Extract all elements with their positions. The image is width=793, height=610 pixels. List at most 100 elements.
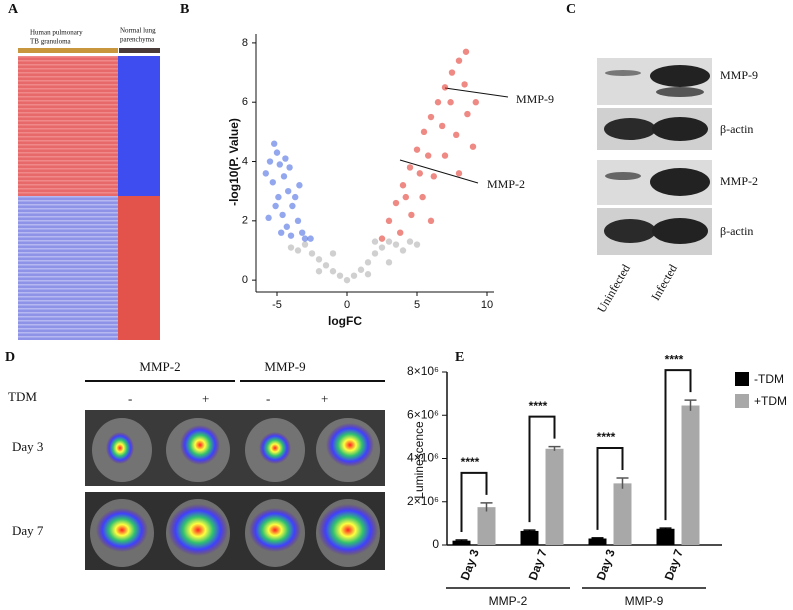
x-tick-label: Day 3 <box>458 547 482 582</box>
bar <box>656 528 675 545</box>
point <box>296 182 303 189</box>
significance: **** <box>461 455 480 469</box>
point <box>364 271 372 278</box>
point <box>315 256 323 263</box>
group-label: Normal lung <box>120 27 156 35</box>
y-tick-label: 2 <box>242 215 248 227</box>
annotation: MMP-9 <box>516 92 554 106</box>
point <box>294 217 302 225</box>
point <box>455 170 463 177</box>
point <box>371 250 379 257</box>
bar <box>452 540 471 545</box>
row-label: Day 7 <box>12 523 44 538</box>
point <box>441 152 449 159</box>
heatmap <box>118 196 160 340</box>
pointer <box>399 159 479 184</box>
point <box>420 128 428 136</box>
panel-letter: E <box>455 350 464 365</box>
error-bar <box>591 537 604 540</box>
imaging <box>85 410 385 570</box>
point <box>469 143 477 150</box>
panel-letter: C <box>566 2 576 17</box>
point <box>364 259 372 266</box>
point <box>282 155 289 162</box>
point <box>287 244 295 251</box>
bar <box>477 507 496 545</box>
y-axis-label: -log10(P. Value) <box>227 118 241 206</box>
point <box>329 268 337 275</box>
error-bar <box>684 399 697 411</box>
error-bar <box>616 477 629 489</box>
x-tick-label: -5 <box>272 299 282 311</box>
x-tick-label: 5 <box>414 299 420 311</box>
group-label: MMP-2 <box>489 594 528 608</box>
point <box>406 164 414 171</box>
point <box>301 241 309 248</box>
group-bar <box>119 48 160 53</box>
error-bar <box>523 529 536 532</box>
point <box>441 84 449 91</box>
group-bar <box>18 48 118 53</box>
sign: - <box>266 391 270 406</box>
point <box>301 235 309 242</box>
heatmap <box>18 56 118 196</box>
x-tick-label: Day 7 <box>526 547 550 582</box>
point <box>371 238 379 245</box>
bar <box>588 538 607 545</box>
column-label: Uninfected <box>594 262 633 315</box>
point <box>292 193 299 201</box>
point <box>427 113 435 121</box>
x-tick-label: 10 <box>481 299 493 311</box>
y-tick-label: 0 <box>432 537 439 551</box>
error-bar <box>455 539 468 542</box>
point <box>464 110 471 118</box>
point <box>275 193 282 201</box>
y-tick-label: 6×10⁶ <box>407 407 439 421</box>
bracket <box>664 369 692 521</box>
point <box>378 244 386 251</box>
error-bar <box>548 445 561 451</box>
legend-label: -TDM <box>754 372 784 386</box>
bracket <box>460 471 488 533</box>
point <box>307 235 314 242</box>
heatmap <box>118 56 160 196</box>
bar <box>613 483 632 545</box>
y-tick-label: 8×10⁶ <box>407 364 439 378</box>
point <box>385 259 393 266</box>
point <box>447 99 454 106</box>
point <box>287 232 295 239</box>
point <box>385 217 393 225</box>
y-axis-label: Luminescence <box>412 421 426 499</box>
point <box>278 229 285 236</box>
column-label: Infected <box>648 262 680 303</box>
bar <box>545 448 564 545</box>
point <box>315 268 323 275</box>
point <box>285 187 292 195</box>
row-label: Day 3 <box>12 439 43 454</box>
bracket <box>596 446 624 530</box>
point <box>425 152 432 159</box>
point <box>308 250 316 257</box>
y-tick-label: 6 <box>242 96 248 108</box>
point <box>408 211 415 219</box>
legend-swatch <box>735 372 749 386</box>
point <box>455 57 463 64</box>
point <box>276 161 283 168</box>
y-tick-label: 4 <box>242 155 248 167</box>
point <box>416 170 423 177</box>
row-label: β-actin <box>720 122 753 136</box>
annotation: MMP-2 <box>487 177 525 191</box>
point <box>430 173 437 180</box>
sign: + <box>321 391 328 406</box>
point <box>397 229 404 236</box>
point <box>336 272 344 279</box>
panel-letter: A <box>8 2 19 17</box>
point <box>279 211 286 219</box>
point <box>399 182 407 189</box>
row-label: MMP-2 <box>720 174 758 188</box>
column-label: MMP-9 <box>264 359 305 374</box>
point <box>294 247 302 254</box>
heatmap <box>18 196 118 340</box>
point <box>472 99 479 106</box>
